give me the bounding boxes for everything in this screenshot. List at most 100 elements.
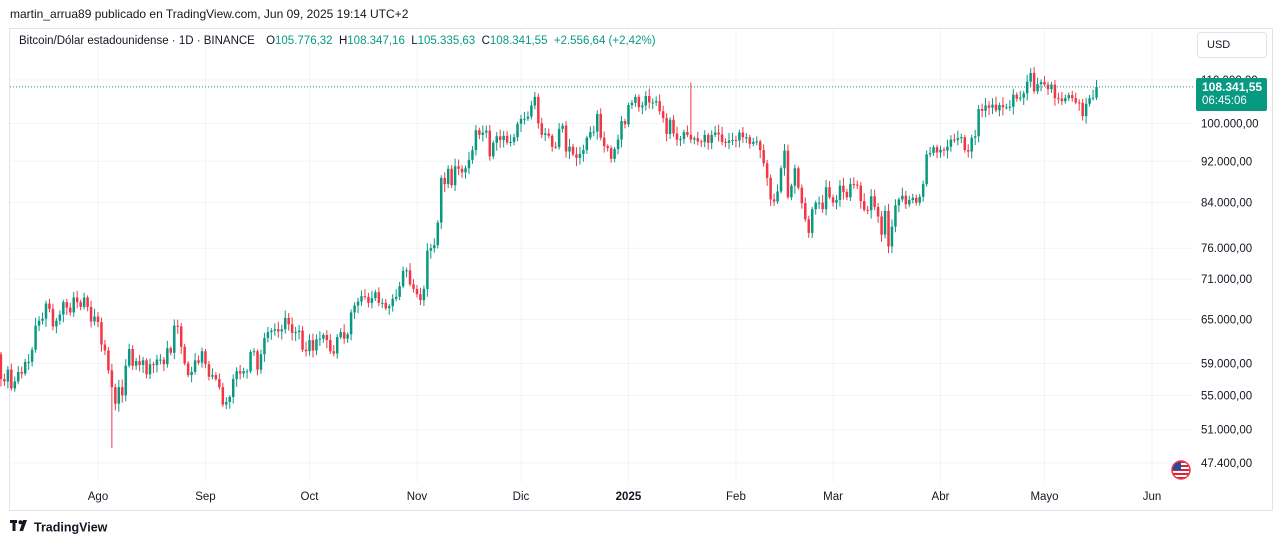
candle-body	[311, 340, 315, 351]
candle-body	[613, 149, 616, 159]
candle-body	[862, 201, 866, 210]
candle-body	[363, 296, 367, 298]
candle-body	[263, 337, 266, 355]
candle-body	[745, 137, 748, 139]
candle-body	[1077, 102, 1081, 104]
candle-body	[1095, 86, 1098, 98]
candle-body	[620, 121, 623, 140]
candle-body	[419, 294, 422, 301]
candle-body	[17, 371, 20, 382]
candle-body	[387, 306, 391, 309]
candle-body	[682, 132, 686, 140]
candle-body	[977, 109, 980, 137]
candle-body	[509, 141, 512, 143]
candle-body	[259, 354, 263, 370]
candle-body	[831, 197, 835, 203]
candle-body	[256, 351, 259, 370]
symbol-legend[interactable]: Bitcoin/Dólar estadounidense · 1D · BINA…	[19, 35, 656, 47]
candle-body	[1074, 98, 1077, 103]
candle-body	[804, 203, 807, 220]
candle-body	[1067, 95, 1071, 99]
candle-body	[755, 141, 758, 143]
candle-body	[37, 320, 41, 326]
candle-body	[644, 95, 648, 106]
candle-body	[1043, 82, 1046, 85]
candle-body	[283, 317, 287, 330]
candle-body	[665, 117, 668, 134]
candle-body	[335, 337, 339, 354]
candle-body	[960, 137, 963, 139]
candle-body	[225, 402, 228, 405]
candle-body	[89, 306, 93, 322]
candle-body	[176, 325, 179, 327]
candle-body	[426, 250, 429, 289]
candle-body	[897, 199, 901, 206]
candle-body	[117, 387, 121, 404]
candle-body	[349, 312, 353, 335]
candle-body	[346, 334, 349, 339]
currency-button[interactable]: USD	[1197, 32, 1267, 58]
candle-body	[727, 140, 731, 143]
symbol-name[interactable]: Bitcoin/Dólar estadounidense · 1D · BINA…	[19, 35, 255, 47]
candle-body	[783, 150, 786, 169]
low-label: L	[411, 35, 418, 47]
price-tick-label: 84.000,00	[1201, 198, 1252, 210]
candlesticks	[0, 66, 1098, 448]
candle-body	[266, 332, 270, 338]
candle-body	[155, 359, 159, 365]
candle-body	[1039, 82, 1043, 85]
candle-body	[0, 354, 3, 380]
candle-body	[1032, 73, 1036, 92]
candle-body	[329, 340, 332, 352]
us-flag-icon[interactable]	[1171, 460, 1191, 480]
candle-body	[214, 375, 218, 380]
candle-body	[342, 332, 346, 339]
candle-body	[821, 202, 824, 210]
open-label: O	[266, 35, 276, 47]
candle-body	[748, 137, 752, 144]
candle-body	[890, 226, 894, 247]
candle-body	[776, 191, 779, 202]
candle-body	[786, 150, 790, 198]
candle-body	[1025, 81, 1029, 94]
candle-body	[530, 105, 533, 117]
candle-body	[908, 199, 911, 205]
candle-body	[478, 130, 481, 135]
candle-body	[609, 148, 613, 159]
candle-body	[734, 140, 738, 142]
candle-body	[141, 360, 145, 365]
candle-body	[596, 113, 599, 132]
publisher-line: martin_arrua89 publicado en TradingView.…	[10, 7, 409, 21]
candle-body	[367, 296, 370, 303]
close-label: C	[481, 35, 490, 47]
candle-body	[433, 245, 436, 249]
candle-body	[505, 135, 509, 143]
candle-body	[166, 348, 169, 365]
candle-body	[1015, 94, 1019, 99]
candle-body	[966, 150, 970, 152]
candle-body	[987, 105, 991, 108]
high-value: 108.347,16	[347, 35, 405, 47]
candle-body	[1001, 105, 1005, 108]
candle-body	[238, 371, 242, 374]
candle-body	[533, 96, 537, 106]
candle-body	[838, 185, 842, 200]
candle-body	[512, 137, 516, 142]
candle-body	[575, 154, 578, 158]
candle-body	[914, 197, 918, 203]
candle-body	[963, 137, 967, 151]
candle-body	[1022, 93, 1025, 98]
candle-body	[918, 196, 921, 203]
candle-body	[599, 113, 602, 138]
last-price-badge: 108.341,55 06:45:06	[1196, 78, 1267, 111]
candle-body	[10, 369, 13, 389]
candle-body	[1012, 94, 1015, 107]
candle-body	[124, 365, 127, 396]
candle-body	[564, 125, 568, 152]
candle-body	[353, 305, 356, 313]
low-value: 105.335,63	[417, 35, 476, 47]
tradingview-logo-icon	[10, 520, 30, 535]
tradingview-branding[interactable]: TradingView	[10, 520, 107, 535]
candle-body	[474, 130, 478, 151]
